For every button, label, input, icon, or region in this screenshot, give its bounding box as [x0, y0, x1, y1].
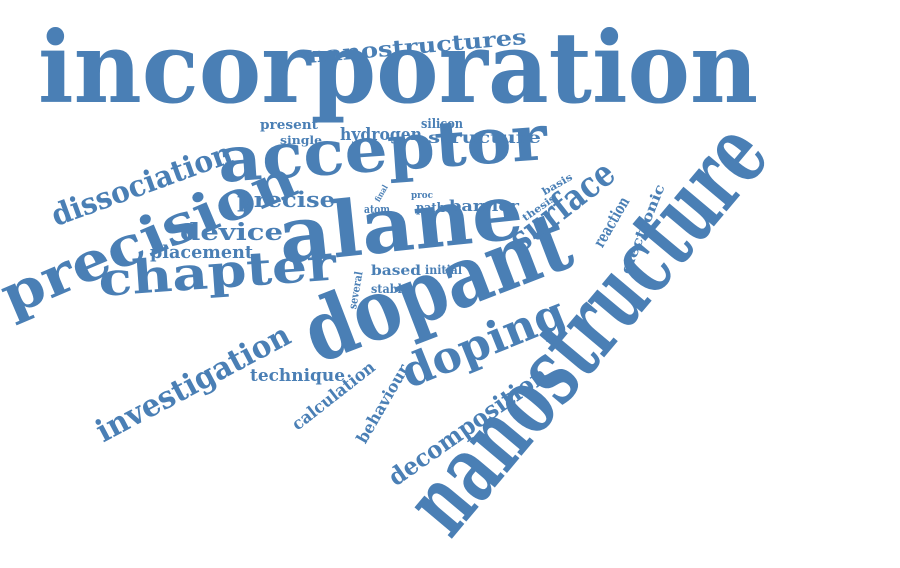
word-barrier: barrier	[449, 199, 519, 214]
word-proc: proc	[411, 192, 433, 201]
word-silicon: silicon	[421, 118, 463, 131]
word-structure: structure	[428, 130, 541, 146]
word-initial: initial	[425, 264, 462, 276]
word-present: present	[260, 119, 318, 132]
word-based: based	[371, 264, 421, 278]
word-path: path	[416, 202, 445, 215]
word-stable: stable	[371, 283, 409, 295]
word-technique: technique	[250, 368, 345, 385]
word-hydrogen: hydrogen	[340, 127, 422, 144]
word-single: single	[280, 135, 322, 146]
word-device: device	[180, 221, 283, 244]
word-precise: precise	[237, 189, 335, 210]
word-placement: placement	[150, 244, 253, 262]
word-atom: atom	[364, 204, 390, 215]
